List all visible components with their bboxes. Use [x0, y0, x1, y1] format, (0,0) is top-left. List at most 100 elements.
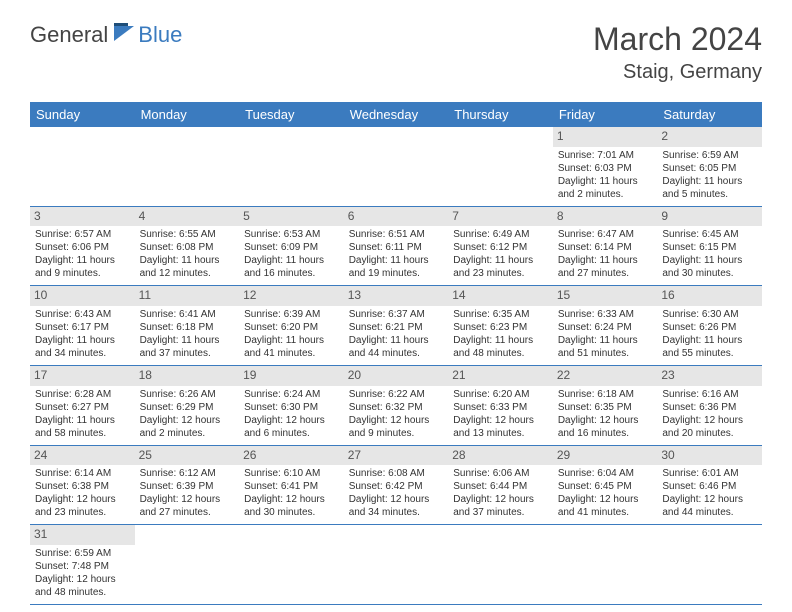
day-detail-line: Daylight: 12 hours — [35, 493, 130, 506]
day-detail-line: Daylight: 12 hours — [35, 573, 130, 586]
day-detail-line: Sunrise: 6:22 AM — [349, 388, 444, 401]
location: Staig, Germany — [593, 61, 762, 84]
calendar-day-cell: 27Sunrise: 6:08 AMSunset: 6:42 PMDayligh… — [344, 445, 449, 525]
day-number: 10 — [30, 286, 135, 306]
weekday-header: Tuesday — [239, 102, 344, 127]
calendar-day-cell: 23Sunrise: 6:16 AMSunset: 6:36 PMDayligh… — [657, 365, 762, 445]
day-number: 16 — [657, 286, 762, 306]
day-detail-line: Daylight: 12 hours — [244, 414, 339, 427]
day-detail-line: Sunset: 7:48 PM — [35, 560, 130, 573]
day-detail-line: and 23 minutes. — [35, 506, 130, 519]
header: General Blue March 2024 Staig, Germany — [0, 0, 792, 94]
calendar-day-cell: 2Sunrise: 6:59 AMSunset: 6:05 PMDaylight… — [657, 127, 762, 206]
day-number: 22 — [553, 366, 658, 386]
day-detail-line: Daylight: 12 hours — [349, 414, 444, 427]
logo: General Blue — [30, 22, 182, 48]
day-detail-line: Sunrise: 6:18 AM — [558, 388, 653, 401]
day-detail-line: and 5 minutes. — [662, 188, 757, 201]
day-detail-line: Sunset: 6:06 PM — [35, 241, 130, 254]
day-detail-line: Sunrise: 6:51 AM — [349, 228, 444, 241]
day-detail-line: Daylight: 12 hours — [662, 493, 757, 506]
calendar-day-cell: 21Sunrise: 6:20 AMSunset: 6:33 PMDayligh… — [448, 365, 553, 445]
day-detail-line: Sunrise: 6:08 AM — [349, 467, 444, 480]
day-number: 9 — [657, 207, 762, 227]
day-detail-line: and 37 minutes. — [140, 347, 235, 360]
weekday-header: Saturday — [657, 102, 762, 127]
day-detail-line: and 55 minutes. — [662, 347, 757, 360]
day-number: 13 — [344, 286, 449, 306]
day-detail-line: and 30 minutes. — [662, 267, 757, 280]
calendar-table: SundayMondayTuesdayWednesdayThursdayFrid… — [30, 102, 762, 605]
calendar-empty-cell — [30, 127, 135, 206]
day-detail-line: Daylight: 11 hours — [244, 334, 339, 347]
day-detail-line: Sunset: 6:30 PM — [244, 401, 339, 414]
day-detail-line: Sunrise: 7:01 AM — [558, 149, 653, 162]
day-number: 4 — [135, 207, 240, 227]
day-detail-line: Sunrise: 6:16 AM — [662, 388, 757, 401]
calendar-empty-cell — [344, 127, 449, 206]
day-detail-line: and 9 minutes. — [349, 427, 444, 440]
title-block: March 2024 Staig, Germany — [593, 22, 762, 84]
day-detail-line: Sunset: 6:15 PM — [662, 241, 757, 254]
day-number: 1 — [553, 127, 658, 147]
day-detail-line: Daylight: 11 hours — [662, 334, 757, 347]
day-number: 3 — [30, 207, 135, 227]
day-number: 14 — [448, 286, 553, 306]
day-detail-line: and 9 minutes. — [35, 267, 130, 280]
day-number: 2 — [657, 127, 762, 147]
day-detail-line: Sunrise: 6:59 AM — [662, 149, 757, 162]
day-detail-line: Sunrise: 6:26 AM — [140, 388, 235, 401]
day-number: 24 — [30, 446, 135, 466]
day-detail-line: Sunset: 6:44 PM — [453, 480, 548, 493]
calendar-week-row: 24Sunrise: 6:14 AMSunset: 6:38 PMDayligh… — [30, 445, 762, 525]
calendar-empty-cell — [135, 127, 240, 206]
day-detail-line: and 30 minutes. — [244, 506, 339, 519]
calendar-day-cell: 10Sunrise: 6:43 AMSunset: 6:17 PMDayligh… — [30, 286, 135, 366]
day-number: 17 — [30, 366, 135, 386]
day-detail-line: Daylight: 12 hours — [662, 414, 757, 427]
calendar-week-row: 17Sunrise: 6:28 AMSunset: 6:27 PMDayligh… — [30, 365, 762, 445]
day-detail-line: and 44 minutes. — [662, 506, 757, 519]
day-detail-line: Sunrise: 6:35 AM — [453, 308, 548, 321]
day-detail-line: and 51 minutes. — [558, 347, 653, 360]
day-detail-line: Sunset: 6:21 PM — [349, 321, 444, 334]
calendar-day-cell: 13Sunrise: 6:37 AMSunset: 6:21 PMDayligh… — [344, 286, 449, 366]
day-detail-line: Sunset: 6:35 PM — [558, 401, 653, 414]
day-detail-line: Sunset: 6:41 PM — [244, 480, 339, 493]
day-detail-line: Daylight: 11 hours — [558, 334, 653, 347]
day-detail-line: Daylight: 12 hours — [244, 493, 339, 506]
day-number: 31 — [30, 525, 135, 545]
day-detail-line: Daylight: 12 hours — [558, 414, 653, 427]
day-detail-line: and 27 minutes. — [140, 506, 235, 519]
day-number: 26 — [239, 446, 344, 466]
day-detail-line: Sunrise: 6:30 AM — [662, 308, 757, 321]
day-number: 29 — [553, 446, 658, 466]
calendar-day-cell: 28Sunrise: 6:06 AMSunset: 6:44 PMDayligh… — [448, 445, 553, 525]
day-detail-line: Sunrise: 6:24 AM — [244, 388, 339, 401]
calendar-day-cell: 29Sunrise: 6:04 AMSunset: 6:45 PMDayligh… — [553, 445, 658, 525]
day-detail-line: Sunset: 6:36 PM — [662, 401, 757, 414]
day-detail-line: Sunset: 6:14 PM — [558, 241, 653, 254]
calendar-empty-cell — [344, 525, 449, 605]
day-detail-line: Sunset: 6:17 PM — [35, 321, 130, 334]
day-number: 7 — [448, 207, 553, 227]
day-detail-line: Sunset: 6:20 PM — [244, 321, 339, 334]
weekday-header: Monday — [135, 102, 240, 127]
day-detail-line: Daylight: 11 hours — [662, 175, 757, 188]
calendar-day-cell: 11Sunrise: 6:41 AMSunset: 6:18 PMDayligh… — [135, 286, 240, 366]
day-detail-line: Sunset: 6:42 PM — [349, 480, 444, 493]
calendar-day-cell: 9Sunrise: 6:45 AMSunset: 6:15 PMDaylight… — [657, 206, 762, 286]
day-detail-line: Daylight: 12 hours — [140, 493, 235, 506]
day-detail-line: Daylight: 11 hours — [140, 334, 235, 347]
day-detail-line: Sunrise: 6:45 AM — [662, 228, 757, 241]
day-detail-line: Sunrise: 6:10 AM — [244, 467, 339, 480]
day-detail-line: Daylight: 11 hours — [35, 254, 130, 267]
day-detail-line: Daylight: 11 hours — [35, 414, 130, 427]
calendar-day-cell: 3Sunrise: 6:57 AMSunset: 6:06 PMDaylight… — [30, 206, 135, 286]
day-number: 11 — [135, 286, 240, 306]
calendar-day-cell: 8Sunrise: 6:47 AMSunset: 6:14 PMDaylight… — [553, 206, 658, 286]
day-detail-line: Sunrise: 6:06 AM — [453, 467, 548, 480]
weekday-header: Friday — [553, 102, 658, 127]
day-detail-line: and 27 minutes. — [558, 267, 653, 280]
day-detail-line: Sunrise: 6:43 AM — [35, 308, 130, 321]
